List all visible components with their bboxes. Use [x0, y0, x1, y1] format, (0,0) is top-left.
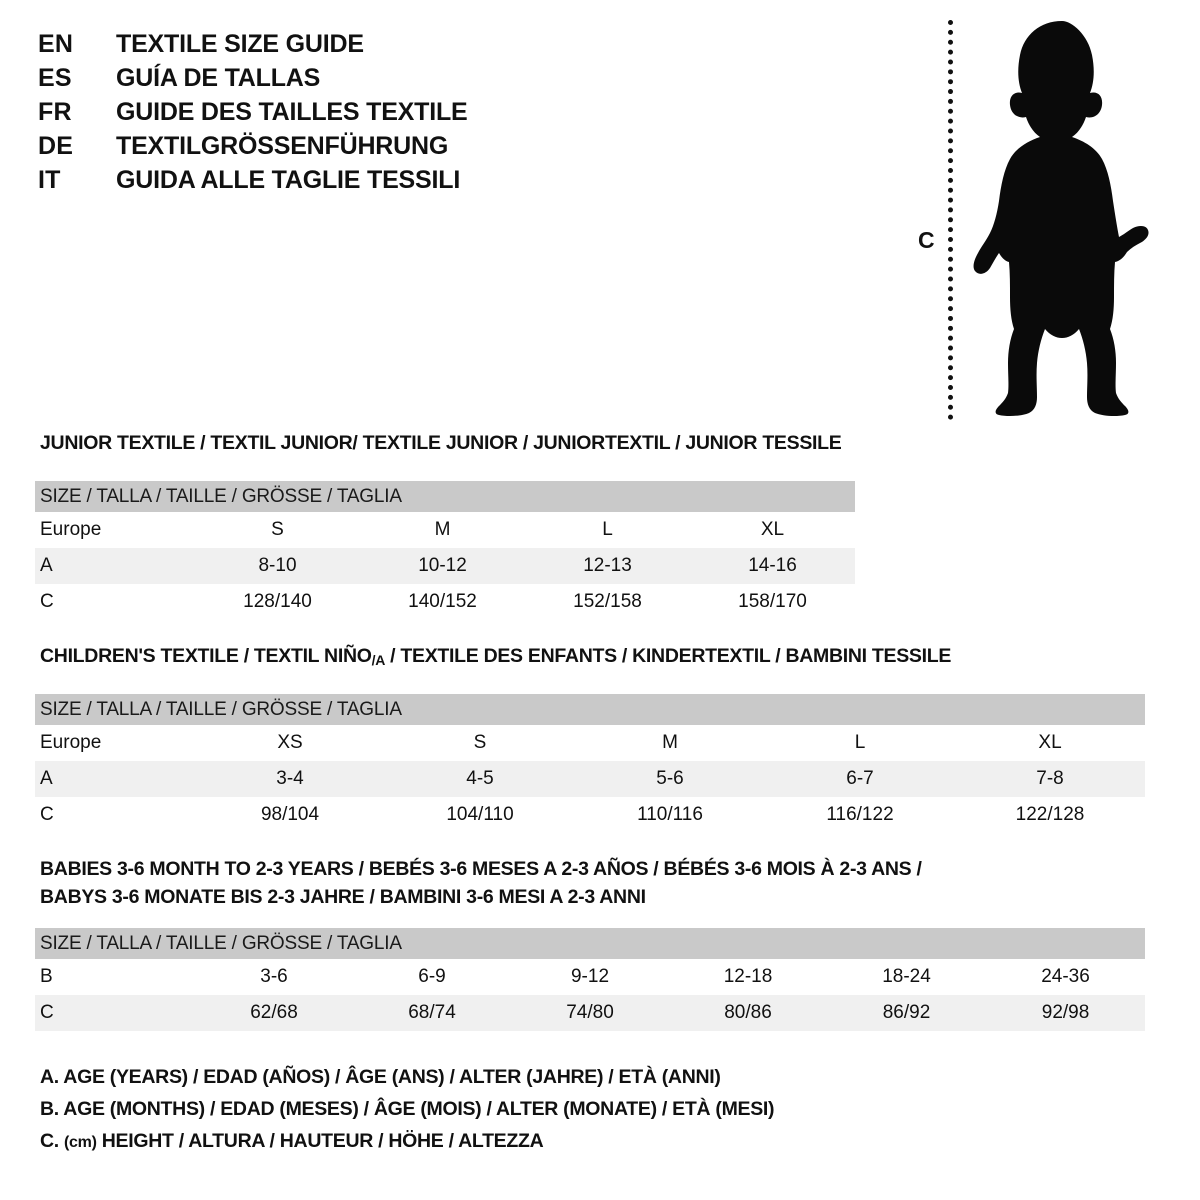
- legend-line-a: A. AGE (YEARS) / EDAD (AÑOS) / ÂGE (ANS)…: [40, 1066, 721, 1088]
- language-code-fr: FR: [38, 98, 72, 126]
- children-height-col-1: 98/104: [195, 797, 385, 833]
- children-height-col-5: 122/128: [955, 797, 1146, 833]
- children-heading-subscript: /A: [371, 652, 386, 669]
- section-heading-babies-line1: BABIES 3-6 MONTH TO 2-3 YEARS / BEBÉS 3-…: [40, 858, 922, 880]
- language-code-es: ES: [38, 64, 72, 92]
- language-code-en: EN: [38, 30, 74, 58]
- table-row: C 128/140 140/152 152/158 158/170: [35, 584, 855, 620]
- babies-height-col-5: 86/92: [827, 995, 986, 1031]
- language-row-fr: FR GUIDE DES TAILLES TEXTILE: [38, 98, 658, 132]
- children-height-col-3: 110/116: [575, 797, 765, 833]
- language-title-es: GUÍA DE TALLAS: [116, 64, 321, 92]
- junior-age-col-2: 10-12: [360, 548, 525, 584]
- junior-age-col-3: 12-13: [525, 548, 690, 584]
- children-europe-col-4: L: [765, 725, 955, 761]
- babies-height-col-1: 62/68: [195, 995, 353, 1031]
- children-age-col-1: 3-4: [195, 761, 385, 797]
- table-row: A 3-4 4-5 5-6 6-7 7-8: [35, 761, 1146, 797]
- junior-row-label-europe: Europe: [35, 512, 195, 548]
- junior-height-col-4: 158/170: [690, 584, 855, 620]
- language-title-de: TEXTILGRÖSSENFÜHRUNG: [116, 132, 449, 160]
- children-row-label-c: C: [35, 797, 195, 833]
- babies-months-col-5: 18-24: [827, 959, 986, 995]
- junior-row-label-c: C: [35, 584, 195, 620]
- language-code-de: DE: [38, 132, 74, 160]
- legend-line-b: B. AGE (MONTHS) / EDAD (MESES) / ÂGE (MO…: [40, 1098, 775, 1120]
- junior-height-col-2: 140/152: [360, 584, 525, 620]
- junior-size-bar-label: SIZE / TALLA / TAILLE / GRÖSSE / TAGLIA: [35, 481, 855, 512]
- table-row: Europe XS S M L XL: [35, 725, 1146, 761]
- junior-europe-col-2: M: [360, 512, 525, 548]
- table-row: Europe S M L XL: [35, 512, 855, 548]
- toddler-silhouette-icon: [973, 21, 1149, 417]
- babies-row-label-c: C: [35, 995, 195, 1031]
- legend-line-c: C. (cm) HEIGHT / ALTURA / HAUTEUR / HÖHE…: [40, 1130, 774, 1162]
- children-height-col-4: 116/122: [765, 797, 955, 833]
- junior-europe-col-1: S: [195, 512, 360, 548]
- section-heading-babies-line2: BABYS 3-6 MONATE BIS 2-3 JAHRE / BAMBINI…: [40, 886, 646, 908]
- children-size-bar-label: SIZE / TALLA / TAILLE / GRÖSSE / TAGLIA: [35, 694, 1146, 725]
- children-heading-part1: CHILDREN'S TEXTILE / TEXTIL NIÑO: [40, 645, 372, 667]
- language-row-es: ES GUÍA DE TALLAS: [38, 64, 658, 98]
- junior-size-table: SIZE / TALLA / TAILLE / GRÖSSE / TAGLIA …: [35, 481, 855, 620]
- children-height-col-2: 104/110: [385, 797, 575, 833]
- babies-months-col-6: 24-36: [986, 959, 1146, 995]
- junior-table-bar-row: SIZE / TALLA / TAILLE / GRÖSSE / TAGLIA: [35, 481, 855, 512]
- height-measure-dotted-line: [948, 20, 953, 420]
- section-heading-children: CHILDREN'S TEXTILE / TEXTIL NIÑO/A / TEX…: [40, 645, 951, 668]
- language-title-fr: GUIDE DES TAILLES TEXTILE: [116, 98, 468, 126]
- language-row-it: IT GUIDA ALLE TAGLIE TESSILI: [38, 166, 658, 200]
- children-europe-col-3: M: [575, 725, 765, 761]
- junior-height-col-3: 152/158: [525, 584, 690, 620]
- children-row-label-europe: Europe: [35, 725, 195, 761]
- language-row-en: EN TEXTILE SIZE GUIDE: [38, 30, 658, 64]
- babies-table-bar-row: SIZE / TALLA / TAILLE / GRÖSSE / TAGLIA: [35, 928, 1146, 959]
- babies-size-table: SIZE / TALLA / TAILLE / GRÖSSE / TAGLIA …: [35, 928, 1146, 1031]
- children-europe-col-2: S: [385, 725, 575, 761]
- children-europe-col-1: XS: [195, 725, 385, 761]
- junior-age-col-4: 14-16: [690, 548, 855, 584]
- section-heading-junior: JUNIOR TEXTILE / TEXTIL JUNIOR/ TEXTILE …: [40, 432, 842, 454]
- babies-height-col-2: 68/74: [353, 995, 511, 1031]
- junior-age-col-1: 8-10: [195, 548, 360, 584]
- language-header-block: EN TEXTILE SIZE GUIDE ES GUÍA DE TALLAS …: [38, 30, 658, 200]
- language-code-it: IT: [38, 166, 61, 194]
- language-title-it: GUIDA ALLE TAGLIE TESSILI: [116, 166, 461, 194]
- babies-row-label-b: B: [35, 959, 195, 995]
- babies-months-col-3: 9-12: [511, 959, 669, 995]
- legend-block: A. AGE (YEARS) / EDAD (AÑOS) / ÂGE (ANS)…: [40, 1066, 775, 1162]
- babies-months-col-2: 6-9: [353, 959, 511, 995]
- junior-height-col-1: 128/140: [195, 584, 360, 620]
- babies-months-col-4: 12-18: [669, 959, 827, 995]
- legend-c-text: HEIGHT / ALTURA / HAUTEUR / HÖHE / ALTEZ…: [96, 1130, 544, 1152]
- babies-months-col-1: 3-6: [195, 959, 353, 995]
- junior-europe-col-3: L: [525, 512, 690, 548]
- children-europe-col-5: XL: [955, 725, 1146, 761]
- junior-europe-col-4: XL: [690, 512, 855, 548]
- babies-size-bar-label: SIZE / TALLA / TAILLE / GRÖSSE / TAGLIA: [35, 928, 1146, 959]
- height-measure-label: C: [918, 227, 935, 253]
- babies-height-col-3: 74/80: [511, 995, 669, 1031]
- children-age-col-3: 5-6: [575, 761, 765, 797]
- children-age-col-5: 7-8: [955, 761, 1146, 797]
- children-heading-part2: / TEXTILE DES ENFANTS / KINDERTEXTIL / B…: [385, 645, 952, 667]
- language-row-de: DE TEXTILGRÖSSENFÜHRUNG: [38, 132, 658, 166]
- table-row: C 62/68 68/74 74/80 80/86 86/92 92/98: [35, 995, 1146, 1031]
- babies-height-col-6: 92/98: [986, 995, 1146, 1031]
- table-row: C 98/104 104/110 110/116 116/122 122/128: [35, 797, 1146, 833]
- height-figure: C: [900, 12, 1170, 427]
- children-row-label-a: A: [35, 761, 195, 797]
- language-title-en: TEXTILE SIZE GUIDE: [116, 30, 364, 58]
- babies-height-col-4: 80/86: [669, 995, 827, 1031]
- children-size-table: SIZE / TALLA / TAILLE / GRÖSSE / TAGLIA …: [35, 694, 1146, 833]
- legend-c-prefix: C.: [40, 1130, 65, 1152]
- children-age-col-2: 4-5: [385, 761, 575, 797]
- table-row: A 8-10 10-12 12-13 14-16: [35, 548, 855, 584]
- legend-c-unit: (cm): [64, 1134, 97, 1151]
- children-table-bar-row: SIZE / TALLA / TAILLE / GRÖSSE / TAGLIA: [35, 694, 1146, 725]
- junior-row-label-a: A: [35, 548, 195, 584]
- children-age-col-4: 6-7: [765, 761, 955, 797]
- table-row: B 3-6 6-9 9-12 12-18 18-24 24-36: [35, 959, 1146, 995]
